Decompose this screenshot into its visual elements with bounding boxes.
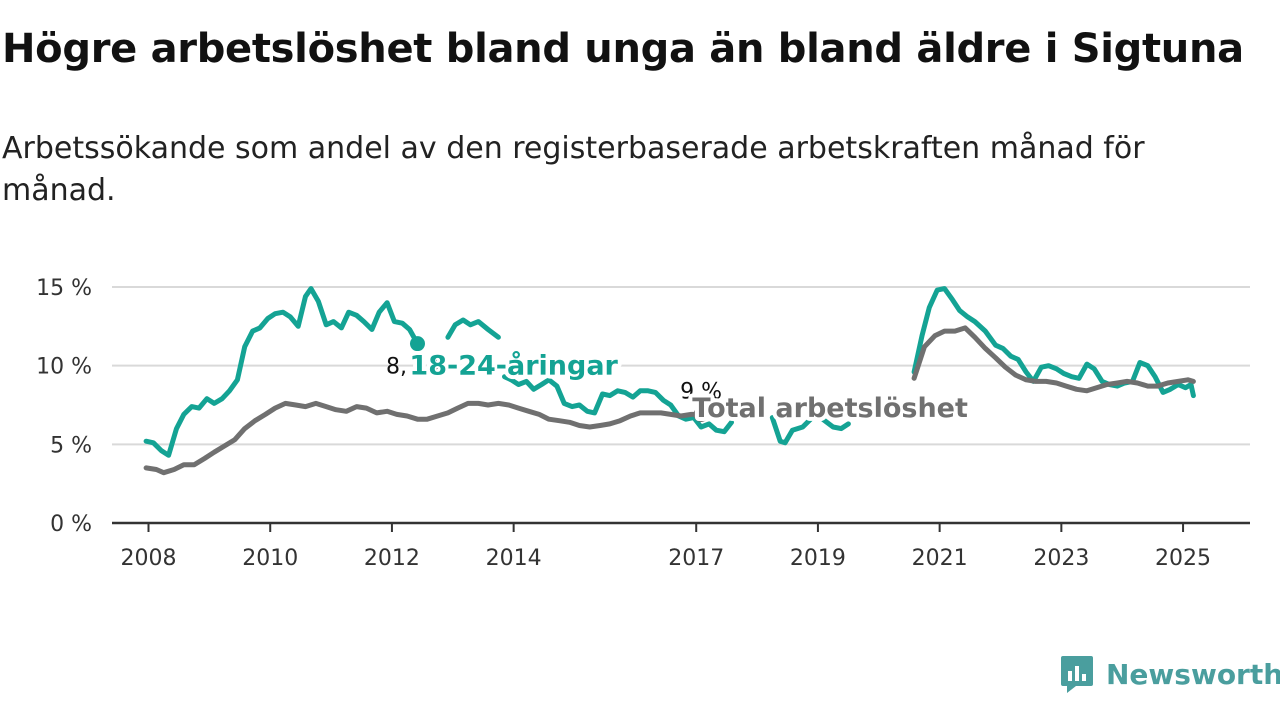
gridlines (112, 286, 1250, 446)
y-tick-label: 15 % (36, 276, 92, 301)
logo-text: Newsworthy (1106, 657, 1280, 691)
axes: 0 % 5 % 10 % 15 % 2008 2010 2012 2014 2017 2019 20… (36, 276, 1250, 571)
x-tick-label: 2019 (790, 546, 846, 571)
series-annotation: Total arbetslöshet (692, 393, 968, 424)
series-line (502, 374, 734, 435)
newsworthy-logo: Newsworthy (1060, 654, 1280, 694)
series-end-point (693, 406, 709, 422)
x-tick-label: 2017 (668, 546, 724, 571)
x-tick-label: 2014 (486, 546, 542, 571)
newsworthy-logo-icon (1061, 656, 1093, 693)
x-tick-label: 2021 (912, 546, 968, 571)
x-tick-label: 2012 (364, 546, 420, 571)
series-end-label: 9 % (680, 379, 722, 404)
series-line (143, 286, 420, 458)
series-line (769, 415, 814, 446)
x-tick-label: 2008 (121, 546, 177, 571)
series-end-point (409, 336, 425, 352)
page-subtitle: Arbetssökande som andel av den registerb… (2, 131, 1145, 208)
series-line (820, 416, 851, 432)
labels: 9 % 8,1 %18-24-åringar Total arbetslöshet (386, 336, 972, 428)
y-tick-label: 5 % (50, 433, 92, 458)
x-tick-label: 2010 (242, 546, 298, 571)
series-end-label: 8,1 % (386, 355, 449, 380)
y-tick-label: 10 % (36, 355, 92, 380)
series-line (911, 286, 1196, 399)
y-tick-label: 0 % (50, 512, 92, 537)
x-tick-label: 2023 (1033, 546, 1089, 571)
series-line (911, 325, 1196, 394)
series-lines (143, 286, 1196, 476)
series-line (445, 317, 501, 340)
series-line (143, 400, 704, 476)
x-tick-label: 2025 (1155, 546, 1211, 571)
page-title: Högre arbetslöshet bland unga än bland ä… (2, 26, 1244, 72)
series-annotation: 18-24-åringar (409, 350, 618, 382)
